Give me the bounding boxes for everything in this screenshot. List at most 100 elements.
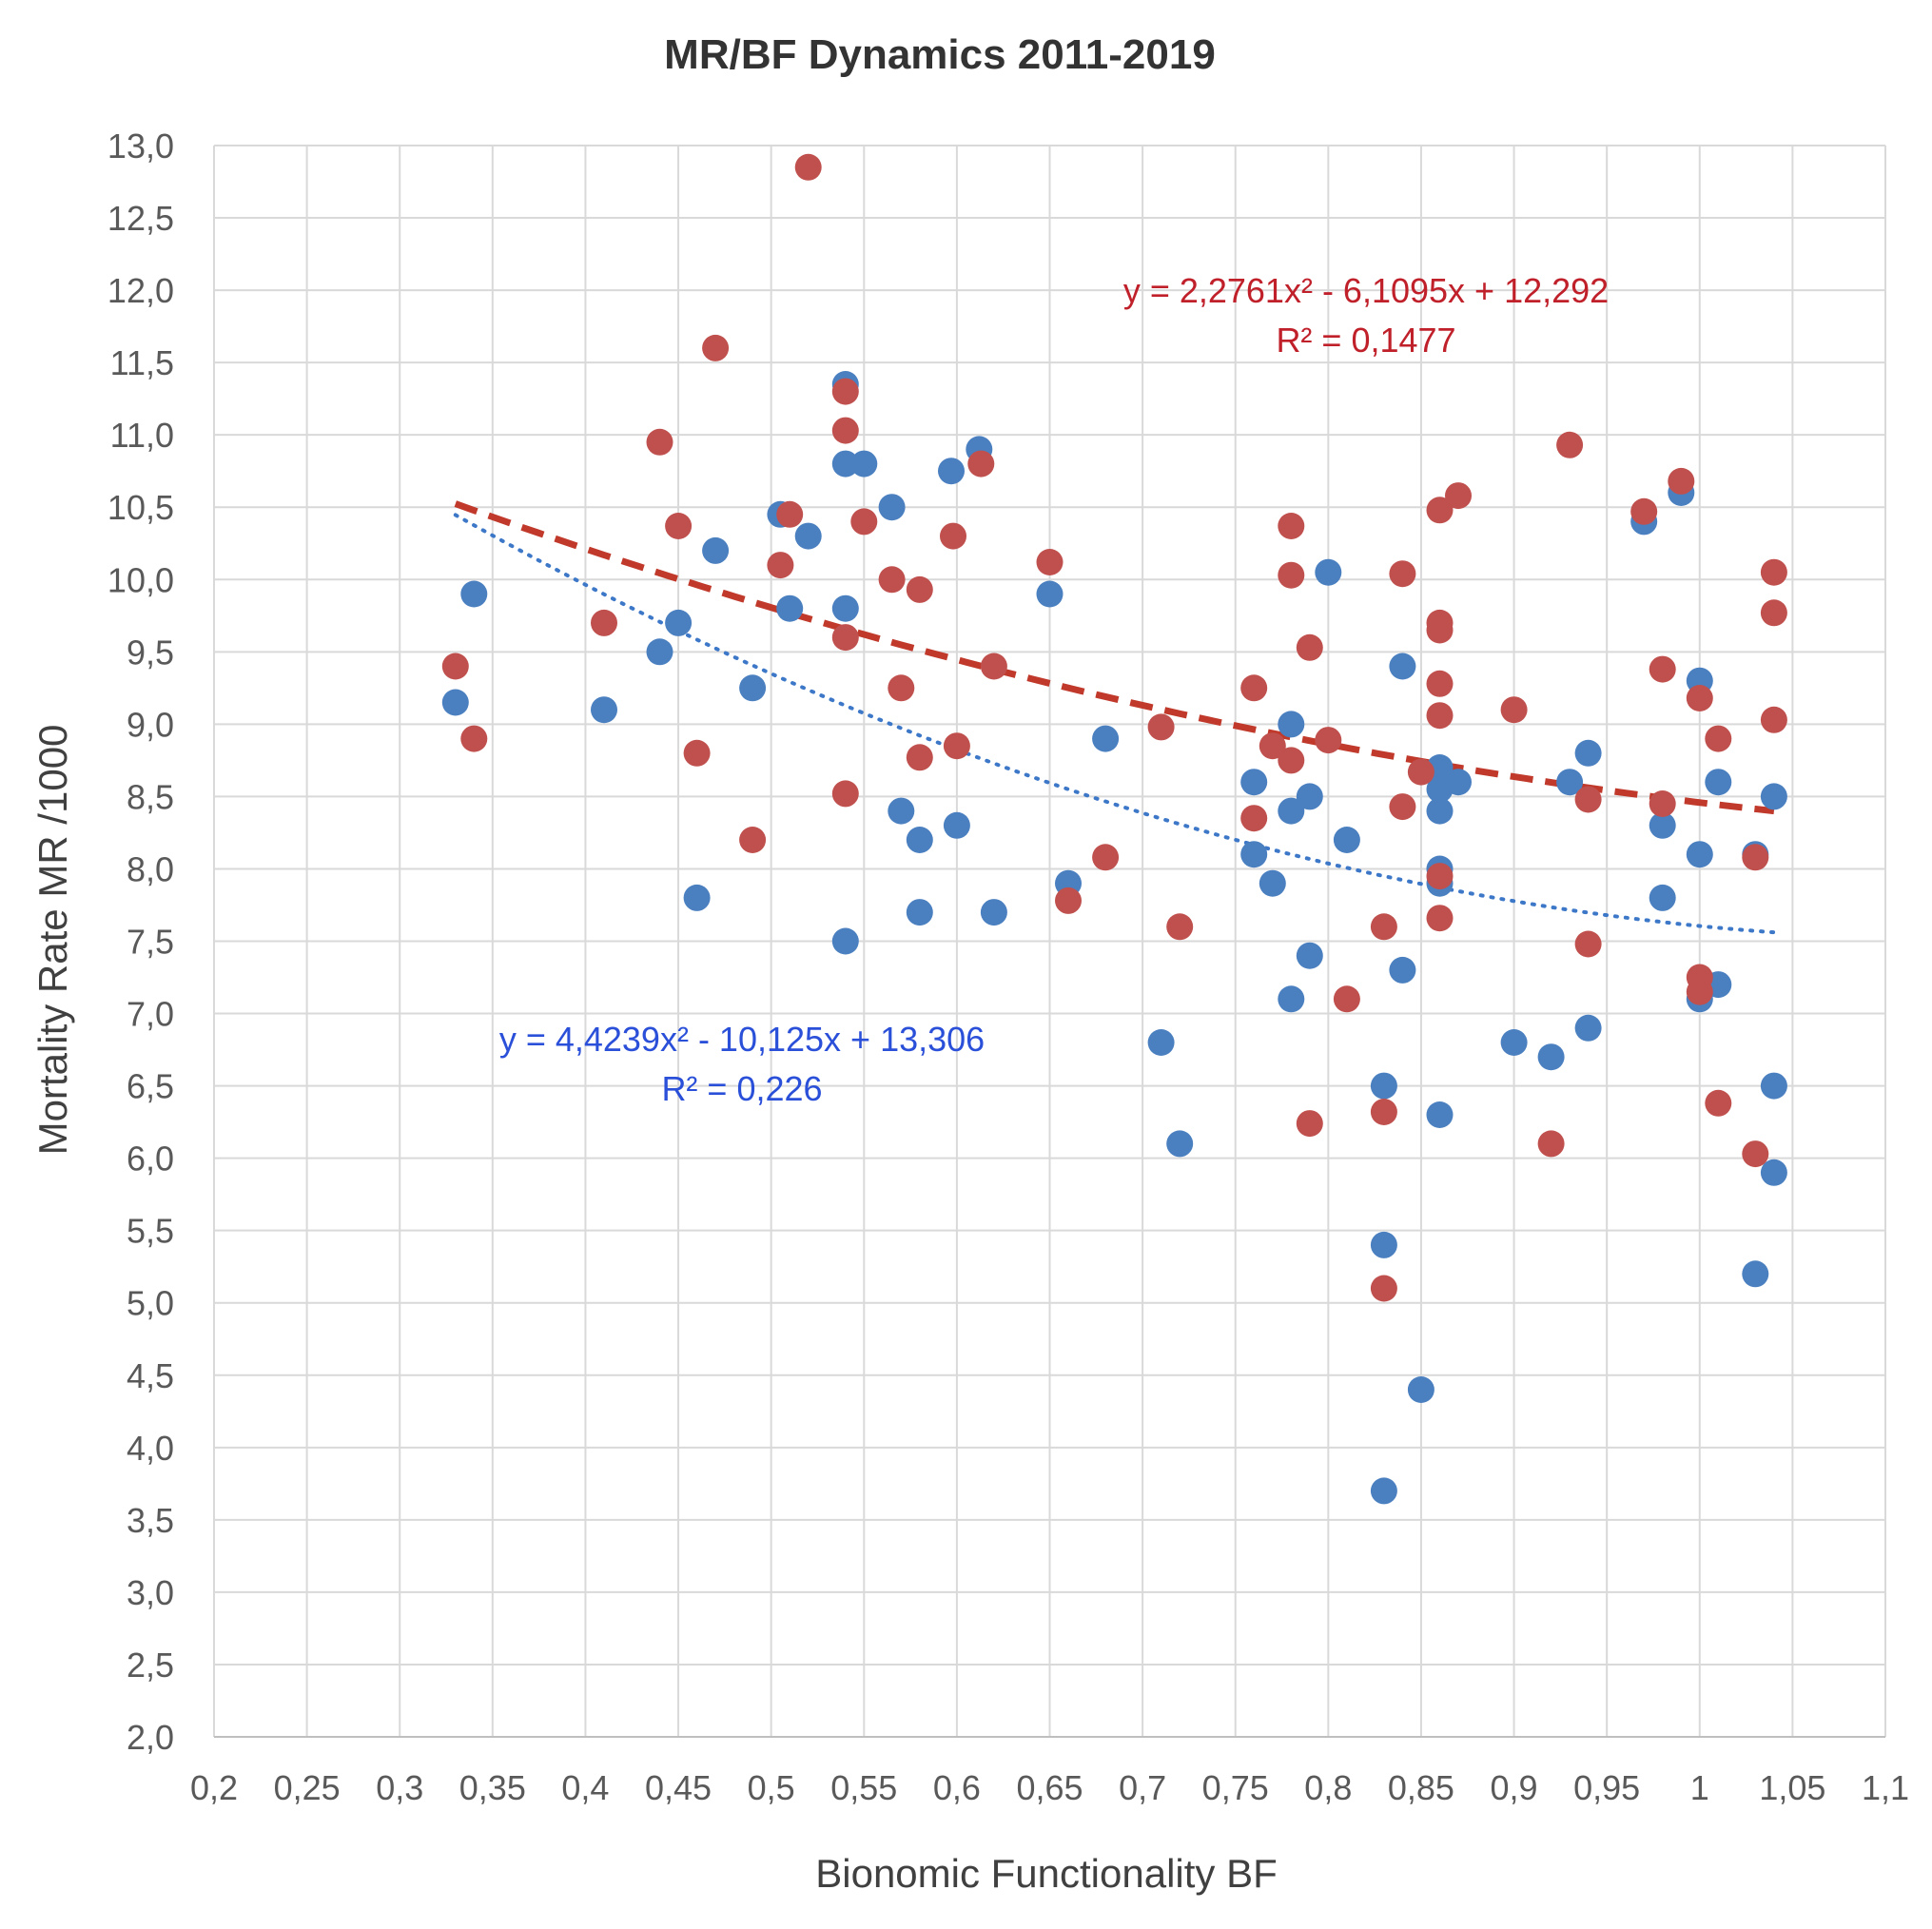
red-point: [1556, 431, 1584, 458]
red-point: [878, 566, 906, 594]
blue-point: [1537, 1043, 1565, 1071]
blue-trend-equation: y = 4,4239x² - 10,125x + 13,306: [499, 1020, 985, 1059]
red-point: [1259, 732, 1286, 760]
y-tick-label: 4,5: [127, 1356, 174, 1395]
blue-point: [1705, 769, 1732, 796]
red-point: [1370, 1275, 1397, 1302]
blue-point: [1278, 711, 1305, 738]
blue-point: [1278, 985, 1305, 1013]
blue-point: [1407, 1376, 1434, 1403]
blue-point: [943, 811, 970, 839]
blue-point: [1760, 1072, 1787, 1100]
red-point: [831, 624, 859, 652]
red-point: [1445, 482, 1472, 510]
blue-point: [1500, 1029, 1528, 1056]
blue-point: [878, 494, 906, 521]
blue-point: [665, 609, 693, 636]
blue-point: [1092, 725, 1120, 752]
chart-title: MR/BF Dynamics 2011-2019: [664, 31, 1216, 78]
blue-point: [1240, 841, 1268, 868]
red-point: [1389, 793, 1416, 821]
y-tick-label: 8,5: [127, 777, 174, 816]
red-point: [1742, 844, 1769, 871]
red-point: [460, 725, 488, 752]
x-tick-label: 0,95: [1573, 1768, 1640, 1807]
grid: [213, 145, 1886, 1738]
y-tick-label: 3,0: [127, 1573, 174, 1612]
blue-point: [831, 594, 859, 622]
red-point: [1296, 1110, 1323, 1138]
blue-point: [1760, 783, 1787, 810]
x-tick-label: 1: [1690, 1768, 1709, 1807]
blue-point: [1389, 653, 1416, 680]
red-point: [1278, 561, 1305, 589]
blue-point: [1166, 1130, 1194, 1158]
x-tick-label: 0,55: [830, 1768, 897, 1807]
blue-point: [831, 927, 859, 955]
blue-point: [1259, 869, 1286, 897]
red-point: [1426, 905, 1454, 932]
red-point: [1240, 805, 1268, 832]
red-trend-equation: y = 2,2761x² - 6,1095x + 12,292: [1123, 271, 1609, 310]
red-point: [1147, 713, 1175, 741]
red-point: [1426, 497, 1454, 524]
y-tick-label: 2,0: [127, 1718, 174, 1757]
x-tick-label: 0,7: [1119, 1768, 1166, 1807]
red-point: [1426, 702, 1454, 730]
blue-point: [1370, 1072, 1397, 1100]
y-tick-label: 9,0: [127, 705, 174, 744]
red-point: [1574, 786, 1602, 813]
red-point: [1742, 1140, 1769, 1168]
blue-point: [831, 450, 859, 477]
red-point: [794, 153, 822, 181]
blue-point: [938, 458, 965, 485]
x-tick-label: 0,6: [933, 1768, 981, 1807]
y-tick-label: 11,0: [110, 416, 174, 455]
blue-point: [1649, 811, 1676, 839]
y-tick-label: 7,0: [127, 995, 174, 1034]
blue-point: [1649, 884, 1676, 911]
red-point: [1426, 863, 1454, 890]
red-point: [1166, 913, 1194, 941]
red-point: [1760, 706, 1787, 733]
x-tick-label: 0,85: [1388, 1768, 1454, 1807]
x-tick-label: 0,5: [748, 1768, 795, 1807]
blue-point: [460, 580, 488, 608]
blue-point: [1296, 942, 1323, 969]
red-point: [1370, 913, 1397, 941]
red-point: [1574, 930, 1602, 958]
red-point: [980, 653, 1007, 680]
x-tick-label: 0,2: [190, 1768, 238, 1807]
red-point: [1537, 1130, 1565, 1158]
red-point: [850, 508, 878, 536]
blue-point: [1147, 1029, 1175, 1056]
red-point: [1760, 599, 1787, 627]
blue-point: [850, 450, 878, 477]
blue-point: [646, 638, 673, 666]
red-point: [683, 739, 711, 767]
red-point: [1426, 616, 1454, 644]
x-tick-label: 0,8: [1304, 1768, 1352, 1807]
red-point: [1092, 844, 1120, 871]
red-point: [1240, 674, 1268, 702]
axes: 0,2 0,25 0,3 0,35 0,4 0,45 0,5 0,55 0,6 0,65 0,7 0,…: [107, 127, 1909, 1807]
blue-point: [1333, 827, 1360, 853]
data-points: [441, 153, 1787, 1505]
x-tick-label: 0,3: [376, 1768, 423, 1807]
y-tick-label: 3,5: [127, 1501, 174, 1540]
blue-point: [739, 674, 767, 702]
red-point: [1649, 790, 1676, 817]
x-tick-label: 0,75: [1202, 1768, 1269, 1807]
x-tick-label: 0,25: [274, 1768, 341, 1807]
red-point: [1760, 558, 1787, 586]
y-tick-label: 7,5: [127, 923, 174, 962]
x-axis-label: Bionomic Functionality BF: [815, 1851, 1278, 1896]
red-trend-r2: R² = 0,1477: [1276, 321, 1455, 360]
red-point: [702, 334, 730, 361]
red-point: [831, 378, 859, 405]
red-point: [1370, 1099, 1397, 1125]
blue-point: [1556, 769, 1584, 796]
y-tick-label: 11,5: [110, 343, 174, 382]
y-tick-label: 10,0: [107, 560, 174, 599]
